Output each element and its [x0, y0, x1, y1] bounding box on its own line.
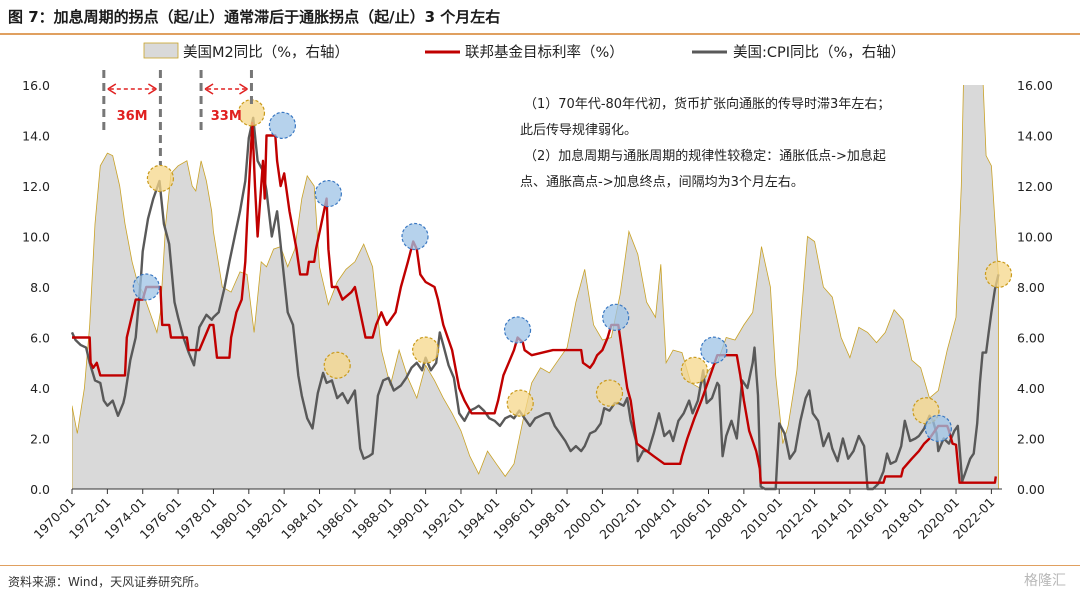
y-right-tick-label: 2.00: [1017, 432, 1045, 447]
legend-label-m2: 美国M2同比（%，右轴）: [183, 44, 349, 61]
annotation-text: （2）加息周期与通胀周期的规律性较稳定：通胀低点->加息起: [524, 148, 886, 164]
legend-label-fed: 联邦基金目标利率（%）: [465, 44, 624, 61]
rate-turning-point-marker: [401, 222, 429, 251]
y-left-tick-label: 4.0: [30, 381, 50, 396]
rate-turning-point-marker: [132, 273, 160, 301]
y-right-tick-label: 0.00: [1017, 482, 1045, 497]
cpi-line-series: [70, 116, 1000, 491]
rate-turning-point-marker: [268, 111, 296, 140]
title-divider: [0, 33, 1080, 35]
m2-area-series: [72, 85, 999, 490]
source-note: 资料来源：Wind，天风证券研究所。: [8, 575, 207, 589]
cpi-turning-point-marker: [323, 351, 351, 379]
y-right-tick-label: 10.00: [1017, 230, 1053, 245]
cpi-turning-point-marker: [984, 260, 1013, 288]
legend-label-cpi: 美国:CPI同比（%，右轴）: [733, 44, 905, 61]
footer-divider: [0, 565, 1080, 566]
y-left-tick-label: 0.0: [30, 482, 50, 497]
legend-swatch-m2: [143, 42, 179, 59]
watermark: 格隆汇: [1024, 573, 1066, 589]
y-right-tick-label: 12.00: [1017, 179, 1053, 194]
cpi-turning-point-marker: [412, 336, 440, 364]
y-left-tick-label: 14.0: [22, 129, 50, 144]
cpi-turning-point-marker: [506, 389, 534, 417]
y-left-tick-label: 16.0: [22, 78, 50, 93]
lag-label: 36M: [117, 109, 148, 124]
cpi-turning-point-marker: [146, 164, 175, 193]
y-left-tick-label: 6.0: [30, 331, 50, 346]
annotation-text: 此后传导规律弱化。: [520, 123, 637, 138]
y-right-tick-label: 8.00: [1017, 280, 1045, 295]
lag-label: 33M: [211, 109, 242, 124]
annotation-text: （1）70年代-80年代初，货币扩张向通胀的传导时滞3年左右；: [524, 96, 890, 112]
rate-turning-point-marker: [700, 336, 728, 364]
title-bar: 图 7：加息周期的拐点（起/止）通常滞后于通胀拐点（起/止）3 个月左右: [0, 0, 1080, 35]
rate-turning-point-marker: [602, 303, 630, 331]
y-left-tick-label: 8.0: [30, 280, 50, 295]
y-right-tick-label: 16.00: [1017, 78, 1053, 93]
cpi-turning-point-marker: [680, 356, 708, 384]
y-left-tick-label: 2.0: [30, 432, 50, 447]
fed-rate-line-series: [72, 121, 997, 484]
lag-arrow-head-right: [148, 83, 157, 95]
chart-title: 图 7：加息周期的拐点（起/止）通常滞后于通胀拐点（起/止）3 个月左右: [8, 8, 501, 26]
rate-turning-point-marker: [924, 414, 952, 442]
annotation-text: 点、通胀高点->加息终点，间隔均为3个月左右。: [520, 174, 804, 190]
y-right-tick-label: 4.00: [1017, 381, 1045, 396]
cpi-turning-point-marker: [595, 379, 624, 407]
lag-arrow-head-left: [107, 83, 117, 95]
y-right-tick-label: 14.00: [1017, 129, 1053, 144]
y-left-tick-label: 10.0: [22, 230, 50, 245]
rate-turning-point-marker: [314, 179, 342, 208]
y-right-tick-label: 6.00: [1017, 331, 1045, 346]
lag-arrow-head-left: [204, 83, 214, 95]
y-left-tick-label: 12.0: [22, 179, 50, 194]
rate-turning-point-marker: [503, 316, 532, 344]
lag-arrow-head-right: [239, 83, 248, 95]
